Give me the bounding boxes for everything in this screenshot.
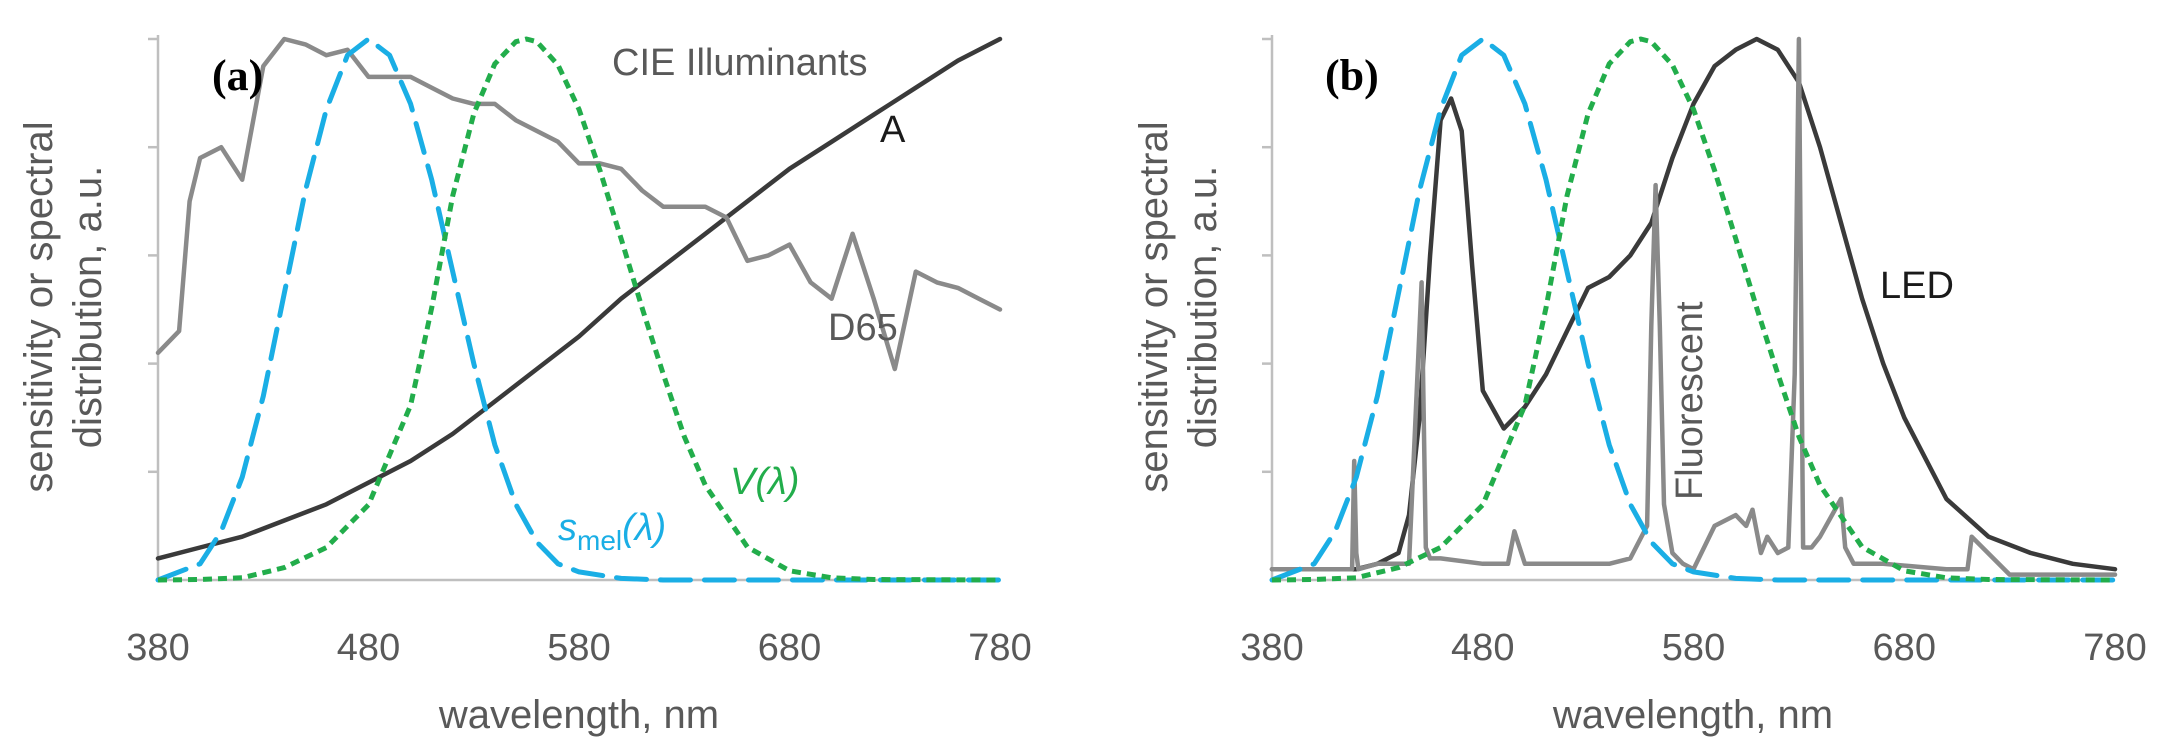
v-lambda-label: V(λ) (730, 461, 799, 503)
panel-b-x-tick-label: 480 (1451, 627, 1514, 669)
smel-label-sub: mel (577, 525, 622, 556)
panel-b-series-led (1269, 36, 2118, 572)
panel-a-x-tick-labels: 380 480 580 680 780 (126, 627, 1031, 669)
panel-b-x-tick-label: 380 (1240, 627, 1303, 669)
panel-a-series-s-mel (155, 36, 1003, 583)
v-lambda-label-main: V (730, 461, 759, 503)
panel-b-x-axis-title: wavelength, nm (1552, 693, 1833, 737)
panel-a-x-axis-title: wavelength, nm (438, 693, 719, 737)
panel-b-y-axis-title-line2: distribution, a.u. (1181, 166, 1225, 448)
panel-b-x-tick-label: 780 (2083, 627, 2146, 669)
panel-b-y-ticks (1262, 37, 1272, 474)
panel-b-x-tick-label: 580 (1662, 627, 1725, 669)
d65-label: D65 (828, 307, 898, 349)
smel-label-main: s (558, 507, 577, 549)
panel-a-x-tick-label: 480 (337, 627, 400, 669)
panel-a-label: (a) (212, 51, 263, 100)
panel-a-axes: 380 480 580 680 780 (126, 35, 1032, 669)
panel-b-x-tick-label: 680 (1873, 627, 1936, 669)
panel-b-label: (b) (1325, 51, 1379, 100)
illuminant-a-label: A (880, 109, 906, 151)
smel-label: smel(λ) (558, 507, 666, 556)
panel-a-y-axis-title-line1: sensitivity or spectral (17, 121, 61, 492)
panel-b-series-s-mel (1269, 36, 2118, 583)
panel-a-series-cie-illuminant-a (155, 36, 1003, 561)
panel-b-series-fluorescent (1269, 36, 2118, 577)
panel-a-x-tick-label: 380 (126, 627, 189, 669)
panel-a-series (155, 36, 1003, 583)
panel-b-y-axis-title-line1: sensitivity or spectral (1132, 121, 1176, 492)
panel-a-x-tick-label: 680 (758, 627, 821, 669)
panel-a-x-tick-label: 580 (547, 627, 610, 669)
panel-a-series-cie-illuminant-d65 (155, 36, 1003, 372)
panel-b: 380 480 580 680 780 wavelength, nm sensitivi… (1132, 35, 2147, 737)
panel-b-series (1269, 36, 2118, 583)
smel-label-tail: (λ) (622, 507, 666, 549)
v-lambda-label-tail: (λ) (755, 461, 799, 503)
panel-a-y-ticks (148, 37, 158, 474)
cie-illuminants-label: CIE Illuminants (612, 42, 868, 84)
panel-a-x-tick-label: 780 (968, 627, 1031, 669)
panel-a: 380 480 580 680 780 wavelength, nm sensitivi… (17, 35, 1032, 737)
fluorescent-label: Fluorescent (1669, 301, 1711, 500)
panel-b-x-tick-labels: 380 480 580 680 780 (1240, 627, 2146, 669)
panel-a-y-axis-title-line2: distribution, a.u. (66, 166, 110, 448)
led-label: LED (1880, 265, 1954, 307)
